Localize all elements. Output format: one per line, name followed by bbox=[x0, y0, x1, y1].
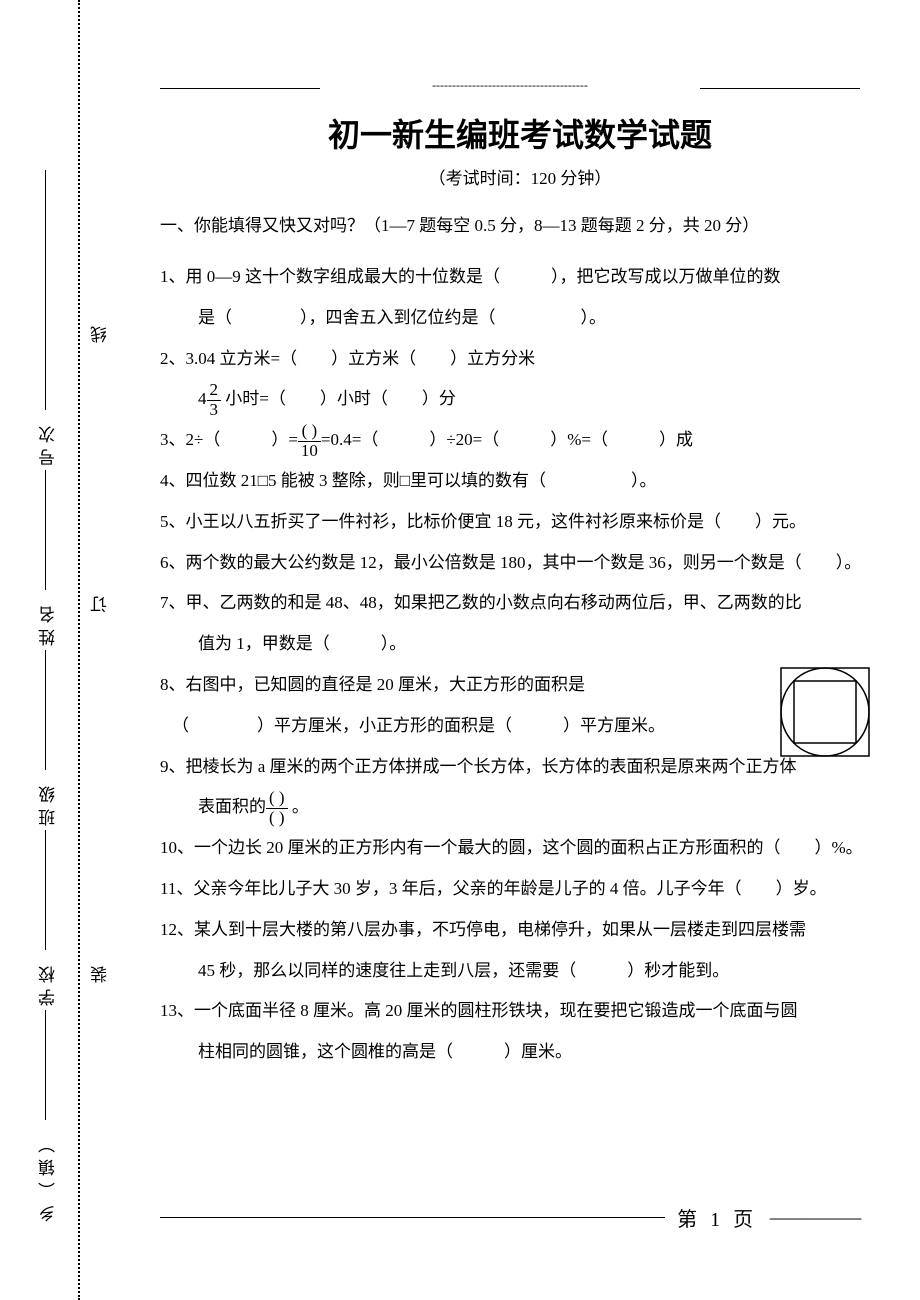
q2-line1: 2、3.04 立方米=（ ）立方米（ ）立方分米 bbox=[160, 339, 880, 380]
q8-line1: 8、右图中，已知圆的直径是 20 厘米，大正方形的面积是 bbox=[160, 665, 770, 706]
underline-township bbox=[45, 1010, 46, 1120]
q3-fraction: ( )10 bbox=[298, 422, 321, 460]
q9-post: 。 bbox=[288, 797, 309, 816]
q13-line1: 13、一个底面半径 8 厘米。高 20 厘米的圆柱形铁块，现在要把它锻造成一个底… bbox=[160, 991, 880, 1032]
footer: 第 1 页 ----------------------------------… bbox=[160, 1203, 860, 1232]
q1-line2: 是（ ），四舍五入到亿位约是（ ）。 bbox=[160, 298, 880, 339]
q13-line2: 柱相同的圆锥，这个圆椎的高是（ ）厘米。 bbox=[160, 1032, 880, 1073]
footer-dashes: --------------------------------------- bbox=[769, 1210, 860, 1226]
q2-frac-den: 3 bbox=[207, 401, 222, 420]
q2-whole: 4 bbox=[198, 389, 207, 408]
question-3: 3、2÷（ ）=( )10=0.4=（ ）÷20=（ ）%=（ ）成 bbox=[160, 420, 880, 461]
question-1: 1、用 0—9 这十个数字组成最大的十位数是（ ），把它改写成以万做单位的数 是… bbox=[160, 257, 880, 339]
q8-line2: （ ）平方厘米，小正方形的面积是（ ）平方厘米。 bbox=[160, 706, 770, 747]
label-school: 学校 bbox=[36, 960, 61, 1006]
question-11: 11、父亲今年比儿子大 30 岁，3 年后，父亲的年龄是儿子的 4 倍。儿子今年… bbox=[160, 869, 880, 910]
question-13: 13、一个底面半径 8 厘米。高 20 厘米的圆柱形铁块，现在要把它锻造成一个底… bbox=[160, 991, 880, 1073]
q12-line1: 12、某人到十层大楼的第八层办事，不巧停电，电梯停升，如果从一层楼走到四层楼需 bbox=[160, 910, 880, 951]
question-8: 8、右图中，已知圆的直径是 20 厘米，大正方形的面积是 （ ）平方厘米，小正方… bbox=[160, 665, 880, 747]
marker-zhuang: 装 bbox=[88, 960, 113, 983]
question-10: 10、一个边长 20 厘米的正方形内有一个最大的圆，这个圆的面积占正方形面积的（… bbox=[160, 828, 880, 869]
circle-squares-icon bbox=[780, 667, 870, 757]
underline-number bbox=[45, 170, 46, 410]
binding-margin: 乡（镇） 学校 班级 姓名 号次 装 订 线 bbox=[0, 0, 140, 1300]
q7-line2: 值为 1，甲数是（ ）。 bbox=[160, 624, 880, 665]
q9-line1: 9、把棱长为 a 厘米的两个正方体拼成一个长方体，长方体的表面积是原来两个正方体 bbox=[160, 747, 880, 788]
label-number: 号次 bbox=[36, 420, 61, 466]
q3-frac-den: 10 bbox=[298, 442, 321, 461]
question-6: 6、两个数的最大公约数是 12，最小公倍数是 180，其中一个数是 36，则另一… bbox=[160, 543, 880, 584]
header-dashes: --------------------------------------- bbox=[320, 78, 700, 93]
dotted-binding-line bbox=[78, 0, 80, 1300]
question-4: 4、四位数 21□5 能被 3 整除，则□里可以填的数有（ ）。 bbox=[160, 461, 880, 502]
question-12: 12、某人到十层大楼的第八层办事，不巧停电，电梯停升，如果从一层楼走到四层楼需 … bbox=[160, 910, 880, 992]
q9-frac-num: ( ) bbox=[266, 789, 288, 809]
underline-name bbox=[45, 470, 46, 590]
page-number: 第 1 页 bbox=[665, 1203, 769, 1232]
q9-frac-den: ( ) bbox=[266, 809, 288, 828]
q9-fraction: ( )( ) bbox=[266, 789, 288, 827]
label-township: 乡（镇） bbox=[36, 1130, 61, 1222]
q2-tail: 小时=（ ）小时（ ）分 bbox=[221, 389, 456, 408]
q3-part-b: =0.4=（ ）÷20=（ ）%=（ ）成 bbox=[321, 430, 693, 449]
q3-frac-num: ( ) bbox=[298, 422, 321, 442]
q7-line1: 7、甲、乙两数的和是 48、48，如果把乙数的小数点向右移动两位后，甲、乙两数的… bbox=[160, 583, 880, 624]
q2-fraction: 23 bbox=[207, 381, 222, 419]
q2-frac-num: 2 bbox=[207, 381, 222, 401]
exam-content: 初一新生编班考试数学试题 （考试时间：120 分钟） 一、你能填得又快又对吗？（… bbox=[160, 0, 880, 1073]
underline-school bbox=[45, 830, 46, 950]
question-9: 9、把棱长为 a 厘米的两个正方体拼成一个长方体，长方体的表面积是原来两个正方体… bbox=[160, 747, 880, 829]
q1-line1: 1、用 0—9 这十个数字组成最大的十位数是（ ），把它改写成以万做单位的数 bbox=[160, 257, 880, 298]
q9-line2: 表面积的( )( ) 。 bbox=[160, 787, 880, 828]
footer-line-left bbox=[160, 1217, 665, 1218]
exam-title: 初一新生编班考试数学试题 bbox=[160, 110, 880, 156]
section-1-header: 一、你能填得又快又对吗？（1—7 题每空 0.5 分，8—13 题每题 2 分，… bbox=[160, 209, 880, 243]
q2-line2: 423 小时=（ ）小时（ ）分 bbox=[160, 379, 880, 420]
q12-line2: 45 秒，那么以同样的速度往上走到八层，还需要（ ）秒才能到。 bbox=[160, 951, 880, 992]
q3-part-a: 3、2÷（ ）= bbox=[160, 430, 298, 449]
marker-ding: 订 bbox=[88, 590, 113, 613]
label-class: 班级 bbox=[36, 780, 61, 826]
marker-xian: 线 bbox=[88, 320, 113, 343]
q9-pre: 表面积的 bbox=[198, 797, 266, 816]
question-2: 2、3.04 立方米=（ ）立方米（ ）立方分米 423 小时=（ ）小时（ ）… bbox=[160, 339, 880, 421]
underline-class bbox=[45, 650, 46, 770]
question-5: 5、小王以八五折买了一件衬衫，比标价便宜 18 元，这件衬衫原来标价是（ ）元。 bbox=[160, 502, 880, 543]
label-name: 姓名 bbox=[36, 600, 61, 646]
exam-subtitle: （考试时间：120 分钟） bbox=[160, 164, 880, 189]
question-7: 7、甲、乙两数的和是 48、48，如果把乙数的小数点向右移动两位后，甲、乙两数的… bbox=[160, 583, 880, 665]
